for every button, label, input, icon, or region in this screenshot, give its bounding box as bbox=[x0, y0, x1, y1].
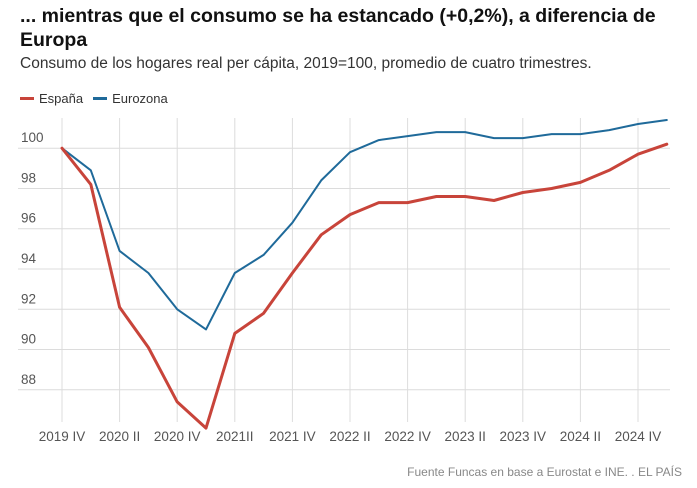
series-line-espana bbox=[60, 142, 669, 430]
y-tick-label: 98 bbox=[21, 170, 36, 185]
x-axis-ticks: 2019 IV 2020 II 2020 IV 2021II 2021 IV 2022 I… bbox=[39, 429, 662, 444]
y-tick-label: 90 bbox=[21, 332, 36, 347]
y-tick-label: 94 bbox=[21, 251, 37, 266]
x-tick-label: 2020 II bbox=[99, 429, 140, 444]
x-tick-label: 2024 II bbox=[560, 429, 601, 444]
x-tick-label: 2020 IV bbox=[154, 429, 201, 444]
legend-label-espana: España bbox=[39, 91, 84, 106]
y-tick-label: 88 bbox=[21, 372, 36, 387]
source-note: Fuente Funcas en base a Eurostat e INE. … bbox=[407, 465, 682, 479]
x-tick-label: 2023 II bbox=[445, 429, 486, 444]
y-tick-label: 96 bbox=[21, 211, 36, 226]
legend-label-eurozona: Eurozona bbox=[112, 91, 168, 106]
x-tick-label: 2024 IV bbox=[615, 429, 662, 444]
x-tick-label: 2021II bbox=[216, 429, 254, 444]
x-tick-label: 2021 IV bbox=[269, 429, 316, 444]
y-axis-ticks: 88 90 92 94 96 98 100 bbox=[21, 130, 44, 387]
chart-title: ... mientras que el consumo se ha estanc… bbox=[20, 5, 656, 51]
legend: España Eurozona bbox=[20, 91, 178, 106]
x-tick-label: 2022 IV bbox=[384, 429, 431, 444]
x-tick-label: 2019 IV bbox=[39, 429, 86, 444]
y-tick-label: 92 bbox=[21, 291, 36, 306]
grid bbox=[18, 118, 670, 422]
chart-subtitle: Consumo de los hogares real per cápita, … bbox=[20, 55, 592, 72]
legend-item-espana: España bbox=[20, 91, 83, 106]
series-line-eurozona bbox=[61, 119, 668, 331]
series bbox=[60, 119, 669, 430]
legend-swatch-espana bbox=[20, 97, 34, 100]
y-tick-label: 100 bbox=[21, 130, 44, 145]
legend-swatch-eurozona bbox=[93, 97, 108, 100]
x-tick-label: 2023 IV bbox=[500, 429, 547, 444]
legend-item-eurozona: Eurozona bbox=[93, 91, 168, 106]
x-tick-label: 2022 II bbox=[329, 429, 370, 444]
